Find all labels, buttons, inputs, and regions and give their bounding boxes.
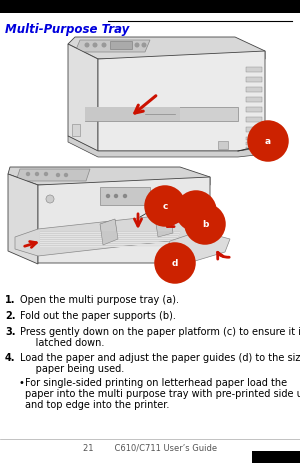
Bar [246,78,262,83]
Bar [246,68,262,73]
Polygon shape [68,45,98,152]
Bar [40,237,178,238]
Bar [40,244,174,246]
Bar [100,188,150,206]
Bar [40,238,177,240]
Circle shape [106,195,110,198]
Text: •: • [18,377,24,387]
Text: a: a [265,137,271,146]
Circle shape [46,195,54,204]
Text: Fold out the paper supports (b).: Fold out the paper supports (b). [20,310,176,320]
Bar [0,0,300,14]
Polygon shape [98,52,265,152]
Bar [72,125,80,137]
Circle shape [26,173,29,176]
Bar [110,42,132,50]
Text: Load the paper and adjust the paper guides (d) to the size of: Load the paper and adjust the paper guid… [20,352,300,362]
Circle shape [93,44,97,48]
Circle shape [142,44,146,48]
Bar [40,243,175,244]
Polygon shape [100,219,118,245]
Polygon shape [16,169,90,181]
Polygon shape [155,213,173,238]
Bar [246,118,262,123]
Polygon shape [8,168,210,186]
Bar [40,246,173,248]
Bar [246,138,262,141]
Circle shape [35,173,38,176]
Polygon shape [68,38,265,60]
Circle shape [56,174,59,177]
Text: paper being used.: paper being used. [20,363,124,373]
Circle shape [124,195,127,198]
Polygon shape [75,41,150,53]
Polygon shape [165,232,230,262]
Polygon shape [38,178,210,263]
Text: Multi-Purpose Tray: Multi-Purpose Tray [5,23,129,36]
Text: 2.: 2. [5,310,16,320]
Bar [40,232,180,234]
Circle shape [135,44,139,48]
Text: latched down.: latched down. [20,337,104,347]
Polygon shape [8,175,38,264]
Text: For single-sided printing on letterhead paper load the: For single-sided printing on letterhead … [25,377,287,387]
Bar [246,148,262,150]
Polygon shape [68,137,265,158]
Text: b: b [202,220,208,229]
Bar [218,142,228,150]
Text: paper into the multi purpose tray with pre-printed side up: paper into the multi purpose tray with p… [25,388,300,398]
Polygon shape [85,108,238,122]
Polygon shape [15,214,200,257]
Bar [40,240,176,242]
Bar [246,128,262,133]
Bar [246,88,262,93]
Circle shape [64,174,68,177]
Text: Press gently down on the paper platform (c) to ensure it is: Press gently down on the paper platform … [20,326,300,336]
Bar [246,98,262,103]
Text: d: d [172,259,178,268]
Text: 3.: 3. [5,326,16,336]
Text: 21        C610/C711 User’s Guide: 21 C610/C711 User’s Guide [83,443,217,452]
Circle shape [102,44,106,48]
Text: c: c [162,202,168,211]
Bar [252,451,300,463]
Circle shape [115,195,118,198]
Circle shape [44,173,47,176]
Text: 4.: 4. [5,352,16,362]
Bar [246,143,262,146]
Text: and top edge into the printer.: and top edge into the printer. [25,399,169,409]
Bar [246,108,262,113]
Polygon shape [85,108,180,122]
Circle shape [85,44,89,48]
Text: Open the multi purpose tray (a).: Open the multi purpose tray (a). [20,294,179,304]
Text: 1.: 1. [5,294,16,304]
Text: d: d [193,207,199,216]
Bar [40,234,179,236]
